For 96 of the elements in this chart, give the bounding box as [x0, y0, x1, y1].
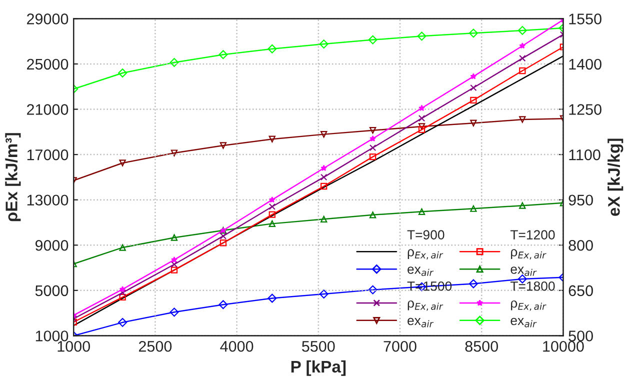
legend-label: ρ$_{Ex,air}$ — [511, 249, 546, 260]
point — [519, 202, 526, 209]
point — [368, 285, 378, 294]
x-tick-label: 7000 — [384, 340, 416, 352]
y2-tick-label: 800 — [568, 240, 593, 251]
point — [519, 54, 526, 62]
point — [368, 35, 378, 44]
x-axis-title: P [kPa] — [291, 360, 346, 376]
point — [369, 127, 376, 134]
point — [218, 300, 228, 310]
y-axis-title: ρEx [kJ/m³] — [5, 133, 21, 222]
point — [470, 96, 477, 104]
annotation: T=900 — [407, 230, 444, 240]
y-tick-label: 13000 — [27, 194, 68, 206]
legend-label: ex$_{air}$ — [510, 266, 537, 276]
point — [119, 294, 126, 301]
x-tick-label: 4000 — [220, 340, 254, 352]
point — [418, 208, 426, 215]
point — [268, 196, 276, 203]
point — [470, 205, 477, 212]
point — [369, 153, 376, 160]
point — [220, 142, 227, 149]
legend-label: ex$_{air}$ — [510, 318, 537, 328]
point — [170, 58, 179, 67]
point — [519, 116, 526, 123]
point — [170, 266, 178, 274]
y-tick-label: 25000 — [27, 58, 68, 70]
point — [118, 68, 128, 78]
y-tick-label: 5000 — [35, 285, 68, 296]
point — [470, 73, 477, 80]
x-tick-label: 8500 — [465, 340, 498, 352]
point — [519, 67, 526, 74]
point — [320, 182, 328, 190]
point — [171, 256, 178, 263]
point — [170, 308, 179, 317]
point — [319, 40, 328, 49]
point — [268, 44, 277, 54]
point — [519, 42, 526, 49]
point — [320, 174, 328, 181]
point — [268, 203, 276, 210]
y2-tick-label: 1400 — [569, 58, 602, 70]
legend-label: ρ$_{Ex,air}$ — [408, 249, 444, 260]
point — [220, 240, 227, 246]
x-tick-label: 1000 — [58, 340, 90, 352]
point — [170, 234, 178, 241]
legend-label: ex$_{air}$ — [408, 266, 434, 276]
y-tick-label: 21000 — [27, 104, 68, 115]
point — [170, 261, 178, 268]
point — [470, 84, 477, 92]
y2-tick-label: 650 — [568, 285, 593, 296]
point — [418, 123, 426, 130]
y2-tick-label: 1550 — [569, 14, 602, 24]
point — [119, 289, 126, 296]
y2-tick-label: 500 — [568, 330, 593, 342]
point — [418, 114, 426, 122]
y-tick-label: 17000 — [27, 149, 68, 160]
point — [369, 212, 376, 218]
point — [268, 220, 276, 228]
point — [418, 126, 426, 133]
point — [218, 50, 228, 60]
y2-tick-label: 1250 — [569, 104, 602, 115]
point — [370, 135, 376, 142]
y2-tick-label: 1100 — [569, 149, 600, 160]
y-tick-label: 9000 — [35, 240, 68, 251]
point — [468, 28, 478, 38]
point — [119, 286, 126, 292]
point — [118, 318, 128, 327]
point — [268, 211, 276, 218]
y2-axis-title: eX [kJ/kg] — [608, 138, 624, 216]
point — [220, 232, 227, 240]
point — [320, 164, 328, 171]
annotation: T=1200 — [510, 230, 555, 240]
point — [119, 160, 126, 166]
y-tick-label: 1000 — [36, 330, 68, 342]
point — [170, 150, 178, 156]
y-tick-label: 29000 — [27, 14, 68, 24]
point — [268, 294, 277, 303]
point — [418, 104, 425, 111]
x-tick-label: 2500 — [138, 340, 172, 352]
point — [320, 130, 328, 138]
y2-tick-label: 950 — [568, 194, 593, 206]
legend-label: ρ$_{Ex,air}$ — [408, 300, 444, 311]
legend-label: ρ$_{Ex,air}$ — [511, 300, 546, 311]
point — [518, 26, 527, 35]
point — [320, 216, 328, 222]
annotation: T=1800 — [510, 281, 555, 291]
point — [470, 120, 477, 126]
legend-label: ex$_{air}$ — [408, 318, 434, 328]
point — [369, 144, 376, 152]
x-tick-label: 10000 — [543, 340, 584, 352]
point — [468, 279, 478, 288]
point — [319, 290, 328, 299]
point — [268, 136, 276, 142]
point — [119, 244, 126, 251]
x-tick-label: 5500 — [302, 340, 335, 352]
point — [417, 32, 426, 41]
